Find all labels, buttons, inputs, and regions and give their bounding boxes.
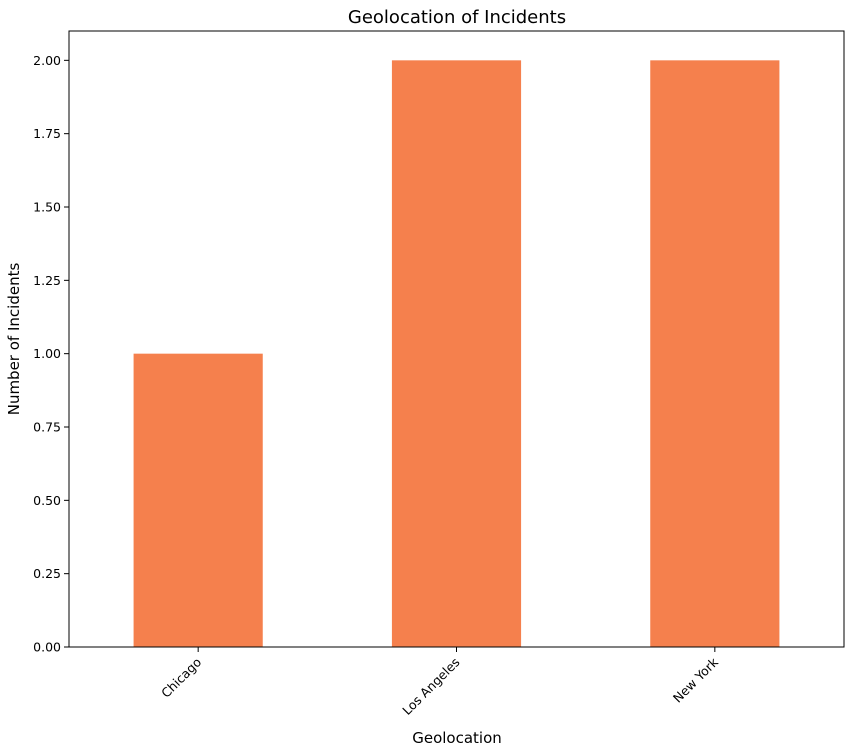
bar-chicago: [133, 353, 263, 647]
y-tick-label: 1.25: [33, 273, 61, 288]
y-tick-label: 0.00: [33, 640, 61, 655]
y-axis: 0.00 0.25 0.50 0.75 1.00 1.25 1.50 1.75 2.00: [33, 53, 69, 655]
y-tick-label: 0.25: [33, 566, 61, 581]
y-tick-label: 1.00: [33, 346, 61, 361]
bar-los-angeles: [391, 60, 522, 648]
bar-new-york: [650, 60, 780, 648]
y-tick-label: 1.50: [33, 200, 61, 215]
x-axis-label: Geolocation: [412, 729, 502, 747]
bars-group: [133, 60, 780, 648]
x-tick-label: Chicago: [158, 655, 204, 701]
x-axis: Chicago Los Angeles New York: [158, 647, 721, 718]
chart-title: Geolocation of Incidents: [348, 7, 566, 28]
y-tick-label: 0.50: [33, 493, 61, 508]
y-tick-label: 2.00: [33, 53, 61, 68]
x-tick-label: New York: [670, 654, 722, 706]
y-axis-label: Number of Incidents: [5, 263, 23, 416]
y-tick-label: 1.75: [33, 126, 61, 141]
x-tick-label: Los Angeles: [399, 655, 462, 718]
y-tick-label: 0.75: [33, 420, 61, 435]
